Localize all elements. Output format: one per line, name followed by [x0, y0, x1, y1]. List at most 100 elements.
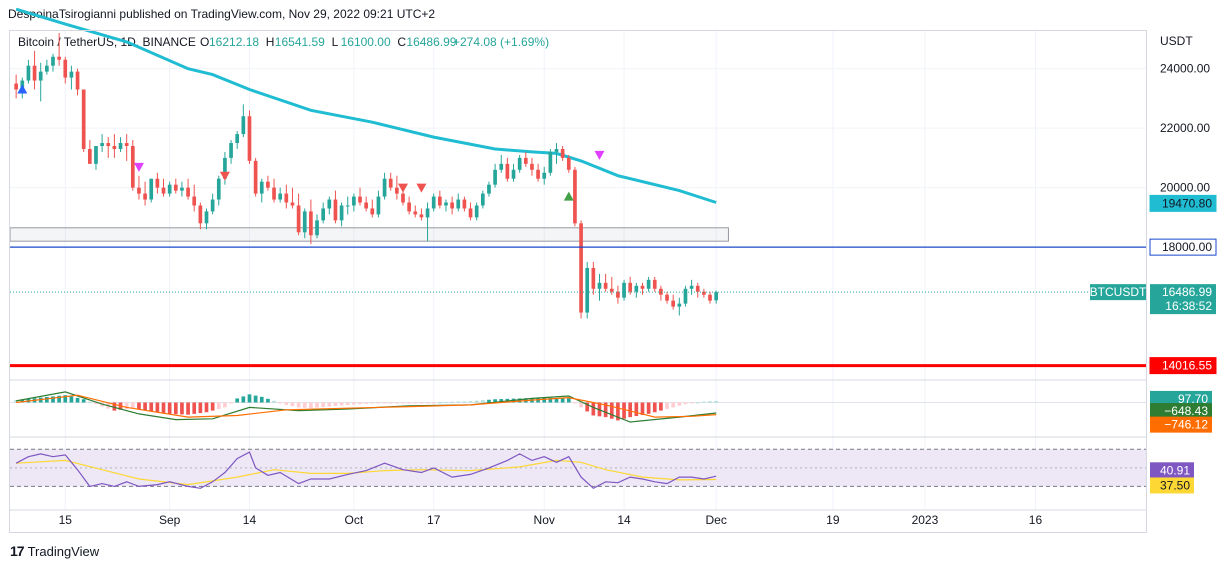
macd-histogram-bar — [413, 402, 418, 404]
candle — [659, 285, 663, 301]
macd-histogram-bar — [278, 402, 283, 404]
candle-body — [622, 282, 626, 298]
candle-body — [290, 202, 295, 206]
macd-histogram-bar — [450, 401, 454, 403]
macd-histogram-bar — [370, 402, 375, 404]
candle-body — [118, 143, 123, 149]
candle-body — [437, 196, 442, 206]
macd-histogram-bar — [247, 394, 252, 403]
level-label-bg — [1149, 238, 1217, 256]
candle-body — [714, 292, 719, 301]
candle — [235, 131, 240, 149]
macd-histogram-bar — [646, 402, 651, 414]
candle — [180, 181, 184, 197]
candle — [708, 291, 712, 304]
candle — [358, 187, 362, 206]
candle-body — [487, 184, 491, 194]
candle-body — [26, 65, 31, 81]
candle-body — [499, 163, 504, 170]
candle — [167, 181, 172, 197]
candle-body — [339, 205, 344, 221]
macd-histogram-bar — [57, 395, 61, 403]
consolidation-zone — [9, 227, 729, 242]
candle-body — [352, 196, 356, 206]
legend-c-key: C — [397, 35, 406, 49]
candle-body — [112, 146, 117, 149]
candle-body — [616, 291, 620, 298]
candle — [198, 202, 203, 230]
last-price-text: 16486.99 — [1162, 285, 1212, 299]
macd-histogram-bar — [382, 402, 387, 404]
candle-body — [278, 193, 283, 200]
macd-histogram-bar — [634, 402, 639, 417]
candle — [597, 273, 602, 301]
macd-histogram-bar — [173, 402, 178, 415]
macd-histogram-bar — [591, 402, 596, 416]
candle — [173, 178, 178, 194]
level-label-support-bg — [1149, 357, 1217, 375]
signal-marker-down — [219, 171, 230, 181]
candle-body — [130, 146, 135, 188]
candle-body — [474, 205, 479, 218]
candle-body — [272, 187, 276, 200]
candle — [302, 208, 307, 239]
candle-body — [542, 172, 547, 179]
candle — [345, 196, 350, 215]
legend-o-key: O — [200, 35, 209, 49]
legend-l-value: 16100.00 — [341, 35, 391, 49]
candle — [278, 187, 283, 203]
candle-body — [628, 282, 633, 292]
candle — [14, 74, 18, 99]
macd-histogram-bar — [302, 402, 307, 408]
time-tick-label: Dec — [705, 513, 726, 527]
candle — [579, 220, 583, 319]
macd-signal-line — [16, 394, 717, 418]
candle-body — [32, 65, 37, 81]
macd-histogram-bar — [149, 402, 154, 412]
macd-value-bg — [1150, 416, 1212, 433]
macd-histogram-bar — [155, 402, 160, 413]
zone-rect — [9, 227, 729, 242]
price-tick-label: 24000.00 — [1160, 62, 1210, 76]
macd-histogram-bar — [20, 399, 25, 403]
candle-body — [708, 294, 712, 301]
candle — [640, 282, 645, 295]
time-tick-label: 16 — [1029, 513, 1043, 527]
candle-body — [677, 303, 682, 307]
candle — [677, 297, 682, 316]
candle — [87, 140, 92, 164]
time-axis[interactable]: 15 Sep 14 Oct 17 Nov 14 Dec 19 2023 16 — [59, 513, 1043, 527]
candle — [505, 157, 510, 182]
macd-histogram-bar — [376, 402, 381, 404]
candle-body — [652, 279, 657, 289]
macd-histogram-bar — [573, 402, 577, 404]
candle — [474, 202, 479, 221]
signal-marker-up — [17, 84, 28, 94]
macd-histogram-bar — [671, 402, 676, 408]
candle-body — [106, 143, 111, 146]
macd-value-bg — [1150, 390, 1212, 407]
candle-body — [468, 208, 473, 218]
macd-histogram-bar — [425, 402, 430, 404]
candle-body — [309, 211, 313, 236]
candle — [63, 56, 68, 84]
candle-body — [579, 223, 583, 313]
horizontal-levels[interactable] — [10, 246, 1147, 368]
candle-body — [124, 143, 129, 146]
signal-marker-up — [563, 191, 574, 201]
candle-body — [229, 143, 233, 158]
candle — [106, 137, 111, 158]
macd-value-label-macd: −648.43 — [1150, 403, 1212, 420]
macd-histogram-bar — [192, 402, 197, 414]
candle-body — [333, 199, 338, 221]
macd-histogram-bar — [474, 400, 479, 403]
price-labels: 19470.80 18000.00 14016.55 16486.9916:38:52… — [1090, 194, 1217, 375]
macd-histogram-bar — [708, 401, 712, 403]
grid — [10, 30, 1147, 511]
candle-body — [57, 56, 61, 60]
price-axis[interactable]: USDT 20000.00 22000.00 24000.00 — [1160, 34, 1210, 195]
candle — [628, 276, 633, 295]
candle — [309, 199, 313, 245]
signal-marker-down — [133, 162, 144, 172]
